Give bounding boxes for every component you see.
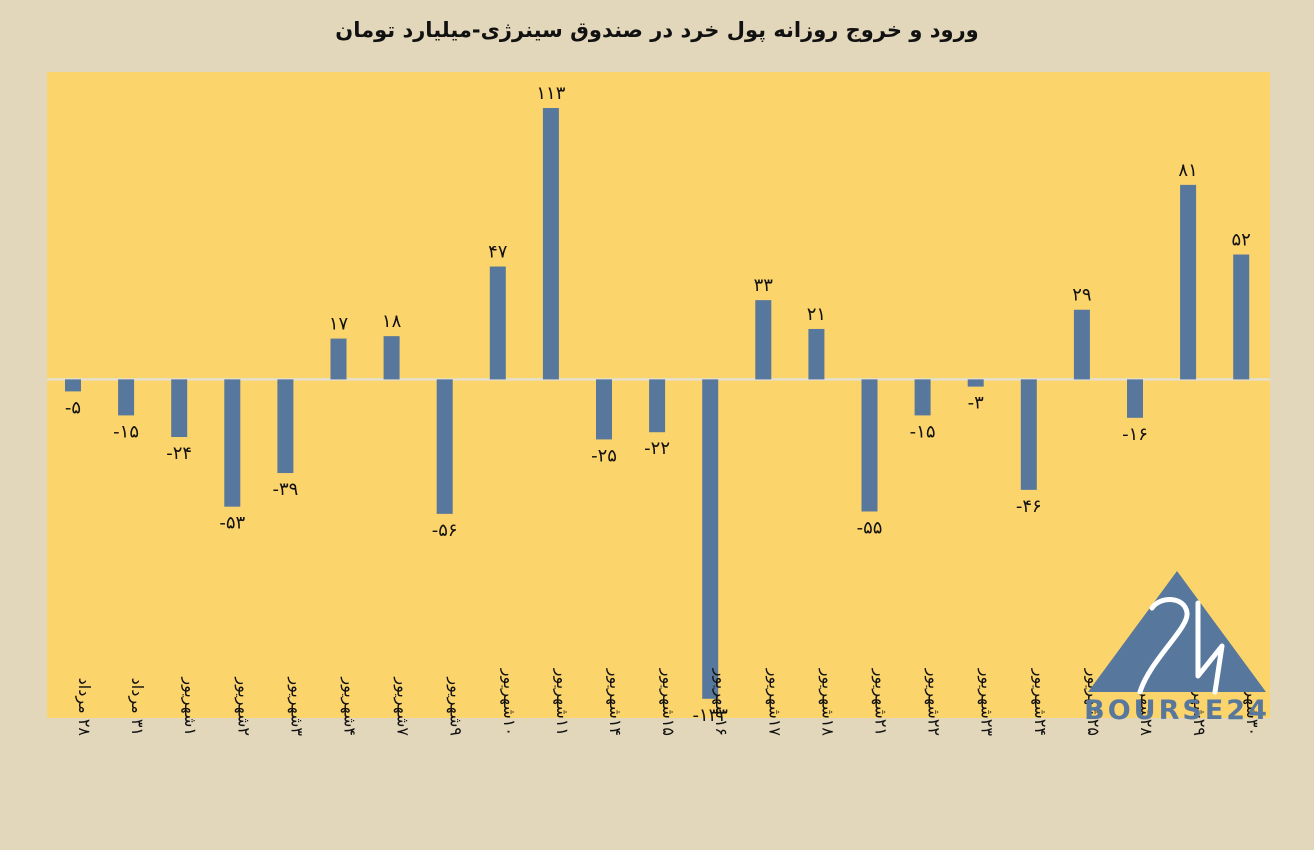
x-tick-label: ۱شهریور (180, 676, 200, 736)
data-label: -۲۵ (591, 445, 617, 466)
bar (171, 379, 188, 438)
x-tick-label: ۲شهریور (233, 676, 253, 736)
bourse24-logo: BOURSE24 (1084, 571, 1270, 726)
x-tick-label: ۲۳شهریور (977, 668, 997, 737)
x-tick-label: ۱۱شهریور (552, 668, 572, 736)
x-tick-label: ۱۸شهریور (817, 668, 837, 737)
data-label: ۲۱ (807, 304, 826, 325)
bar (596, 379, 612, 440)
x-tick-label: ۳شهریور (286, 676, 306, 736)
x-tick-label: ۴شهریور (340, 676, 360, 736)
x-tick-label: ۲۲شهریور (924, 668, 944, 736)
data-label: -۱۵ (113, 421, 139, 442)
bar (861, 379, 878, 512)
logo-text: BOURSE24 (1084, 695, 1270, 726)
data-label: -۳۹ (272, 479, 298, 500)
bar (1020, 379, 1037, 490)
x-tick-label: ۱۵شهریور (658, 668, 678, 736)
data-label: -۳ (968, 393, 984, 414)
bar (1127, 379, 1143, 418)
x-tick-label: ۲۴شهریور (1030, 668, 1050, 736)
bar (914, 379, 931, 416)
data-label: -۵ (65, 397, 81, 418)
bar (755, 300, 772, 380)
data-label: ۱۷ (329, 314, 349, 335)
bar (277, 379, 294, 474)
data-label: ۸۱ (1178, 160, 1197, 181)
data-label: -۵۶ (432, 520, 458, 541)
data-label: -۱۳۳ (692, 705, 728, 726)
bar (224, 379, 241, 507)
bar (1233, 254, 1250, 380)
bar (808, 328, 825, 380)
x-tick-label: ۲۱شهریور (871, 668, 891, 736)
data-label: -۴۶ (1016, 496, 1042, 517)
bar (967, 379, 984, 387)
data-label: -۱۶ (1122, 424, 1148, 445)
x-tick-label: ۱۶شهریور (711, 668, 731, 736)
data-label: ۳۳ (754, 275, 774, 296)
bar (383, 336, 400, 380)
x-tick-label: ۱۴شهریور (605, 668, 625, 736)
bar (649, 379, 666, 433)
data-label: -۲۲ (644, 438, 670, 459)
data-label: ۴۷ (488, 242, 508, 263)
x-tick-label: ۷شهریور (393, 676, 413, 736)
bar (1180, 184, 1197, 380)
bar (118, 379, 135, 416)
bar (702, 379, 719, 699)
bar (1073, 309, 1090, 380)
x-tick-label: ۱۰شهریور (499, 668, 519, 736)
x-tick-label: ۳۱ مرداد (127, 678, 147, 736)
data-label: -۲۴ (166, 443, 192, 464)
data-label: -۵۳ (219, 513, 245, 534)
data-label: ۱۸ (382, 311, 402, 332)
data-label: ۱۱۳ (536, 83, 565, 104)
data-label: -۵۵ (857, 517, 883, 538)
x-tick-label: ۹شهریور (446, 676, 466, 736)
chart-title: ورود و خروج روزانه پول خرد در صندوق سینر… (335, 18, 979, 42)
logo-24-mark (1137, 597, 1225, 695)
data-label: ۲۹ (1072, 285, 1091, 306)
bar (489, 266, 506, 380)
bar (65, 379, 81, 392)
bar (330, 338, 347, 380)
bar (542, 108, 559, 380)
bar (436, 379, 453, 514)
data-label: ۵۲ (1232, 230, 1251, 251)
x-tick-label: ۲۸ مرداد (74, 678, 94, 737)
data-label: -۱۵ (910, 421, 936, 442)
x-tick-label: ۱۷شهریور (764, 668, 784, 737)
